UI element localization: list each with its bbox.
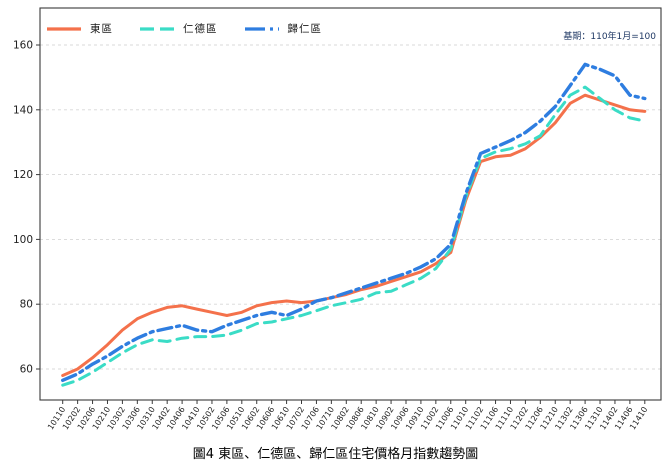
y-tick-label: 100 (13, 234, 33, 246)
legend-swatch-rende-district (140, 26, 174, 31)
y-tick-label: 120 (13, 169, 33, 181)
legend-label-rende-district: 仁德區 (183, 23, 218, 35)
line-guiren-district (61, 62, 647, 382)
legend-swatch-guiren-district (244, 26, 279, 31)
legend-item-guiren-district: 歸仁區 (244, 21, 323, 36)
legend-label-guiren-district: 歸仁區 (287, 23, 322, 35)
legend: 東區 仁德區 歸仁區 (46, 21, 322, 36)
base-period-note: 基期：110年1月=100 (563, 32, 656, 42)
legend-swatch-east-district (47, 26, 81, 31)
line-rende-district (61, 85, 647, 387)
line-east-district (61, 93, 647, 377)
chart-caption: 圖4 東區、仁德區、歸仁區住宅價格月指數趨勢圖 (192, 447, 479, 462)
legend-item-east-district: 東區 (46, 21, 113, 36)
y-tick-label: 160 (13, 40, 33, 52)
y-tick-label: 80 (20, 299, 33, 311)
y-tick-label: 140 (13, 104, 33, 116)
legend-label-east-district: 東區 (90, 23, 113, 35)
plot-border (39, 7, 662, 401)
y-tick-label: 60 (20, 364, 33, 376)
legend-item-rende-district: 仁德區 (139, 21, 218, 36)
